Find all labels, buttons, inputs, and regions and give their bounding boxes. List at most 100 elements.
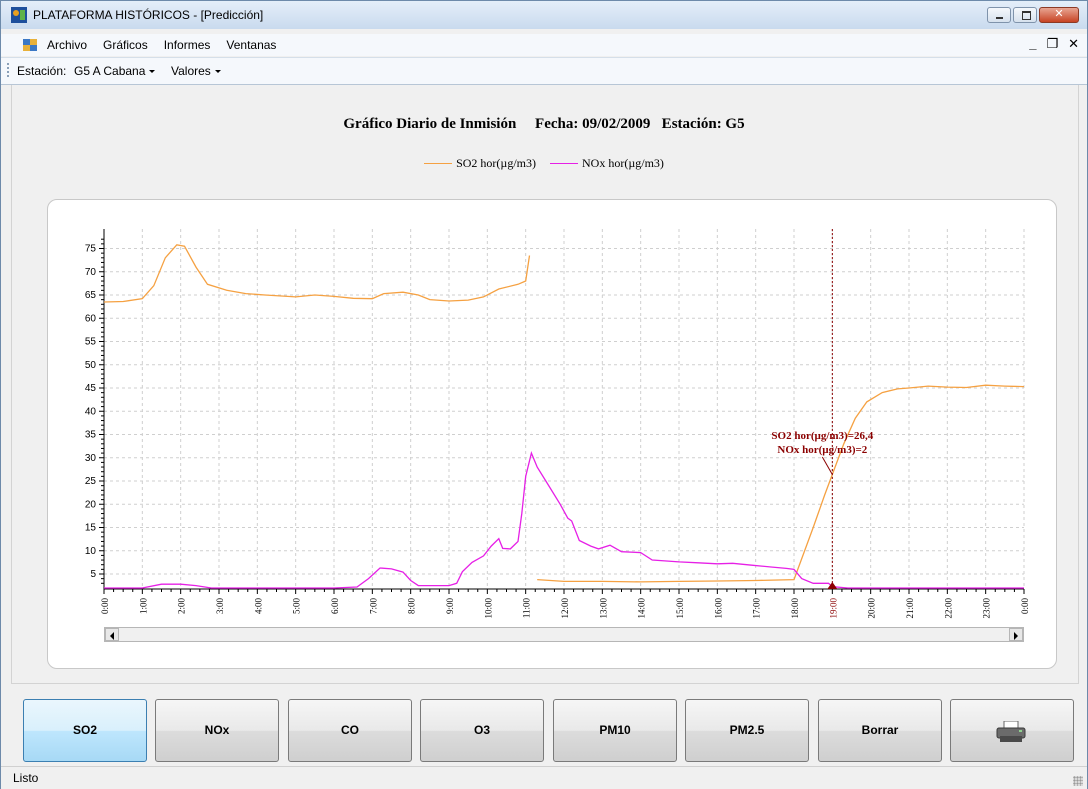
values-dropdown[interactable]: Valores: [171, 64, 221, 78]
x-tick-label: 1:00: [138, 598, 148, 615]
y-tick-label: 70: [85, 267, 97, 278]
x-tick-label: 12:00: [560, 598, 570, 619]
station-value: G5 A Cabana: [74, 64, 146, 78]
so2-button[interactable]: SO2: [23, 699, 147, 762]
menu-ventanas[interactable]: Ventanas: [226, 38, 277, 52]
y-tick-label: 25: [85, 476, 97, 487]
mdi-close-icon[interactable]: ✕: [1068, 36, 1079, 51]
window-title: PLATAFORMA HISTÓRICOS - [Predicción]: [33, 8, 264, 22]
arrow-right-icon: [1014, 632, 1018, 640]
chart-legend: SO2 hor(µg/m3) NOx hor(µg/m3): [1, 156, 1087, 171]
toolbar-grip[interactable]: [7, 63, 9, 77]
pm25-button[interactable]: PM2.5: [685, 699, 809, 762]
station-label: Estación:: [17, 64, 67, 78]
x-tick-label: 21:00: [905, 598, 915, 619]
y-tick-label: 15: [85, 523, 97, 534]
chart-title: Gráfico Diario de Inmisión Fecha: 09/02/…: [343, 116, 745, 132]
x-tick-label: 2:00: [177, 598, 187, 615]
series-line-so2: [103, 244, 531, 303]
station-dropdown[interactable]: G5 A Cabana: [74, 64, 156, 78]
y-tick-label: 10: [85, 546, 97, 557]
mdi-minimize-icon[interactable]: _: [1029, 36, 1037, 51]
scroll-left-button[interactable]: [105, 628, 119, 641]
y-tick-label: 40: [85, 406, 97, 417]
close-button[interactable]: ✕: [1039, 7, 1079, 23]
mdi-restore-icon[interactable]: ❐: [1046, 36, 1059, 51]
y-tick-label: 60: [85, 313, 97, 324]
chevron-down-icon: [149, 70, 156, 74]
maximize-button[interactable]: [1013, 7, 1037, 23]
x-tick-label: 4:00: [253, 598, 263, 615]
x-tick-label: 0:00: [100, 598, 110, 615]
x-tick-label: 23:00: [982, 598, 992, 619]
values-label: Valores: [171, 64, 211, 78]
x-tick-label: 6:00: [330, 598, 340, 615]
tooltip-pointer: [821, 456, 833, 475]
toolbar: Estación: G5 A Cabana Valores: [1, 57, 1087, 85]
x-tick-label: 11:00: [522, 598, 532, 619]
pollutant-button-bar: SO2 NOx CO O3 PM10 PM2.5 Borrar: [1, 696, 1087, 766]
y-tick-label: 45: [85, 383, 97, 394]
line-chart[interactable]: 0:00 1:00 2:00 3:00 4:00 5:00 6:00 7:00 8:00 9:00…: [1, 1, 1087, 681]
print-button[interactable]: [950, 699, 1074, 762]
legend-swatch-nox: [550, 163, 578, 164]
app-icon: [11, 7, 27, 23]
y-tick-label: 5: [90, 569, 96, 580]
x-tick-label: 22:00: [943, 598, 953, 619]
co-button[interactable]: CO: [288, 699, 412, 762]
legend-item-so2: SO2 hor(µg/m3): [424, 156, 536, 171]
resize-grip[interactable]: [1073, 776, 1083, 786]
x-tick-label: 5:00: [292, 598, 302, 615]
series-line-nox: [104, 451, 1024, 589]
x-tick-label: 9:00: [445, 598, 455, 615]
x-tick-label: 15:00: [675, 598, 685, 619]
status-text: Listo: [13, 771, 39, 785]
x-tick-label: 20:00: [867, 598, 877, 619]
chevron-down-icon: [214, 70, 221, 74]
x-tick-label: 0:00: [1020, 598, 1030, 615]
minimize-icon: [996, 17, 1003, 19]
tooltip-so2-text: SO2 hor(µg/m3)=26,4: [771, 430, 873, 442]
x-tick-label: 14:00: [637, 598, 647, 619]
minimize-button[interactable]: [987, 7, 1011, 23]
menu-archivo[interactable]: Archivo: [47, 38, 88, 52]
pm10-button[interactable]: PM10: [553, 699, 677, 762]
legend-swatch-so2: [424, 163, 453, 164]
mdi-child-icon[interactable]: [23, 39, 37, 51]
menu-informes[interactable]: Informes: [163, 38, 211, 52]
y-tick-label: 55: [85, 337, 97, 348]
y-tick-label: 65: [85, 290, 97, 301]
legend-label-nox: NOx hor(µg/m3): [582, 156, 664, 170]
printer-icon: [996, 721, 1026, 742]
nox-button[interactable]: NOx: [155, 699, 279, 762]
x-tick-label: 19:00: [828, 598, 838, 619]
legend-item-nox: NOx hor(µg/m3): [550, 156, 664, 171]
y-tick-label: 50: [85, 360, 97, 371]
cursor-marker: [827, 582, 838, 589]
y-tick-label: 30: [85, 453, 97, 464]
x-tick-label: 16:00: [713, 598, 723, 619]
horizontal-scrollbar[interactable]: [104, 627, 1024, 642]
y-tick-label: 20: [85, 499, 97, 510]
title-bar: PLATAFORMA HISTÓRICOS - [Predicción] ✕: [1, 1, 1087, 29]
x-tick-label: 17:00: [752, 598, 762, 619]
chart-panel: [47, 199, 1057, 669]
x-tick-label: 7:00: [368, 598, 378, 615]
x-tick-label: 10:00: [483, 598, 493, 619]
tooltip-nox-text: NOx hor(µg/m3)=2: [777, 444, 867, 456]
legend-label-so2: SO2 hor(µg/m3): [456, 156, 536, 170]
status-bar: Listo: [1, 766, 1087, 789]
y-tick-label: 35: [85, 430, 97, 441]
y-tick-label: 75: [85, 244, 97, 255]
o3-button[interactable]: O3: [420, 699, 544, 762]
menu-graficos[interactable]: Gráficos: [103, 38, 148, 52]
x-tick-label: 13:00: [598, 598, 608, 619]
borrar-button[interactable]: Borrar: [818, 699, 942, 762]
x-tick-label: 8:00: [407, 598, 417, 615]
maximize-icon: [1022, 11, 1031, 20]
scroll-right-button[interactable]: [1009, 628, 1023, 641]
close-icon: ✕: [1054, 8, 1064, 20]
arrow-left-icon: [110, 632, 114, 640]
x-tick-label: 3:00: [215, 598, 225, 615]
